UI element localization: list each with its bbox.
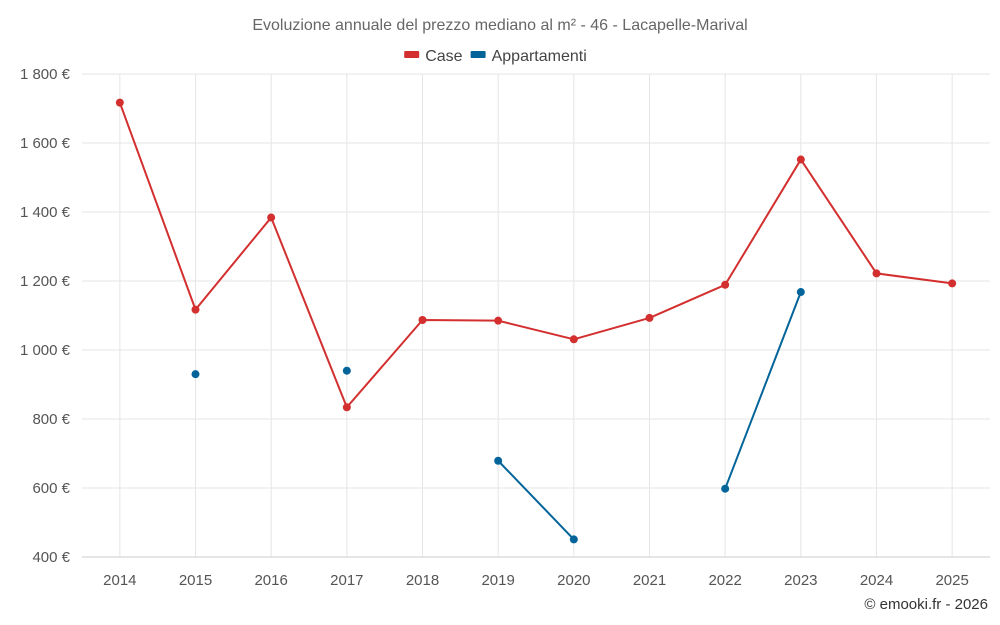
y-tick-label: 1 200 € xyxy=(20,273,71,290)
legend-label-case: Case xyxy=(425,48,462,65)
x-tick-label: 2014 xyxy=(103,572,136,589)
series-line-appartamenti xyxy=(497,460,575,541)
data-point-case xyxy=(721,280,730,289)
x-tick-label: 2025 xyxy=(935,572,968,589)
data-point-case xyxy=(191,305,200,314)
data-point-case xyxy=(418,315,427,324)
data-point-case xyxy=(267,213,276,222)
data-point-case xyxy=(494,316,503,325)
x-tick-label: 2017 xyxy=(330,572,363,589)
x-tick-label: 2018 xyxy=(406,572,439,589)
y-tick-label: 1 600 € xyxy=(20,135,71,152)
data-point-appartamenti xyxy=(494,456,503,465)
y-tick-label: 400 € xyxy=(32,549,70,566)
y-tick-label: 1 800 € xyxy=(20,66,71,83)
legend-swatch-appartamenti xyxy=(470,51,486,58)
data-point-case xyxy=(645,313,654,322)
series-line-case xyxy=(118,102,953,409)
x-tick-label: 2019 xyxy=(481,572,514,589)
x-tick-label: 2023 xyxy=(784,572,817,589)
y-tick-label: 800 € xyxy=(32,411,70,428)
x-tick-label: 2020 xyxy=(557,572,590,589)
data-point-case xyxy=(796,155,805,164)
data-point-appartamenti xyxy=(342,366,351,375)
data-point-case xyxy=(342,403,351,412)
data-point-appartamenti xyxy=(796,288,805,297)
series-case xyxy=(115,98,957,412)
data-point-case xyxy=(872,269,881,278)
data-point-case xyxy=(115,98,124,107)
legend-label-appartamenti: Appartamenti xyxy=(492,48,587,65)
series-layer xyxy=(115,98,957,544)
x-tick-label: 2015 xyxy=(179,572,212,589)
series-line-appartamenti xyxy=(724,291,802,490)
data-point-appartamenti xyxy=(191,370,200,379)
data-point-case xyxy=(569,335,578,344)
x-tick-label: 2016 xyxy=(254,572,287,589)
series-appartamenti xyxy=(191,288,805,544)
data-point-case xyxy=(948,279,957,288)
y-gridlines xyxy=(82,73,990,489)
legend: Case Appartamenti xyxy=(404,48,587,65)
data-point-appartamenti xyxy=(569,535,578,544)
chart-title: Evoluzione annuale del prezzo mediano al… xyxy=(252,17,747,34)
y-tick-label: 1 000 € xyxy=(20,342,71,359)
y-tick-label: 600 € xyxy=(32,480,70,497)
x-tick-label: 2022 xyxy=(708,572,741,589)
x-tick-label: 2024 xyxy=(860,572,893,589)
y-tick-label: 1 400 € xyxy=(20,204,71,221)
legend-swatch-case xyxy=(404,51,420,58)
y-axis-ticks: 400 € 600 € 800 € 1 000 € 1 200 € 1 400 € 1 60… xyxy=(20,66,71,566)
x-gridlines xyxy=(119,74,953,557)
x-axis-ticks: 2014 2015 2016 2017 2018 2019 2020 2021 2022 2023… xyxy=(103,572,969,589)
x-tick-label: 2021 xyxy=(633,572,666,589)
data-point-appartamenti xyxy=(721,484,730,493)
credit-text: © emooki.fr - 2026 xyxy=(864,596,988,613)
